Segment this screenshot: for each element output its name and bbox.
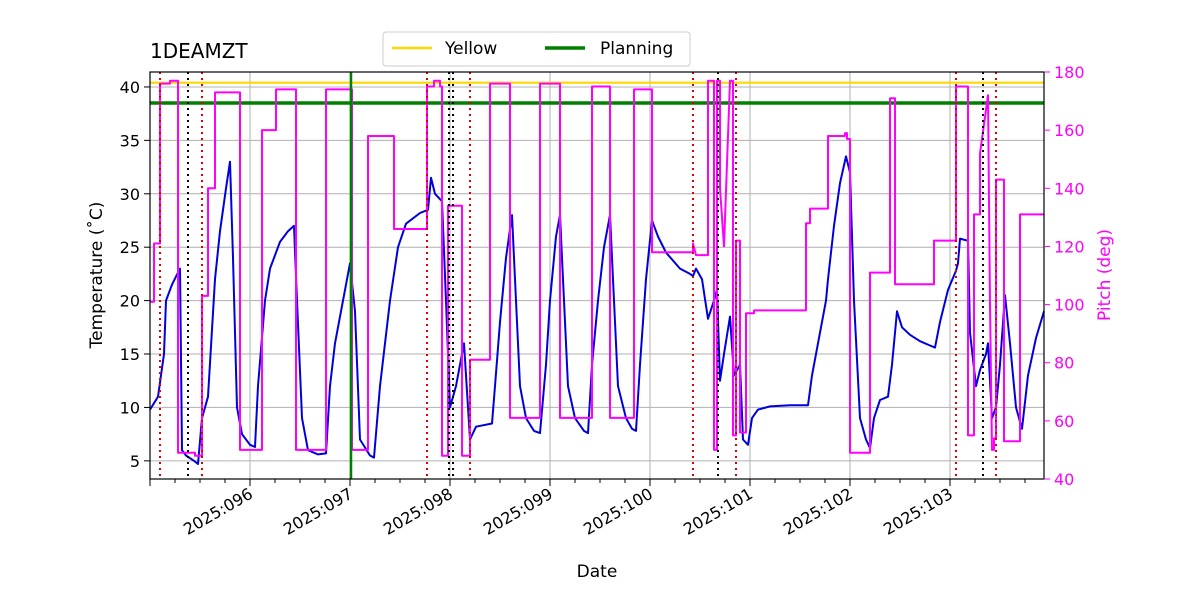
y-axis-title: Temperature (˚C): [86, 202, 107, 350]
y-tick-label: 20: [120, 292, 140, 311]
y2-tick-label: 100: [1054, 296, 1085, 315]
y2-tick-label: 180: [1054, 63, 1085, 82]
y2-tick-label: 60: [1054, 412, 1074, 431]
series-line-temperature: [149, 155, 1045, 465]
series-group: [149, 79, 1045, 465]
x-axis-title: Date: [577, 562, 618, 582]
y-tick-label: 40: [120, 78, 140, 97]
y-axis-left: 5 10 15 20 25 30 35 40: [120, 78, 150, 471]
y-axis-right: 40 60 80 100 120 140 160 180: [1044, 63, 1085, 489]
plot-frame: [149, 71, 1045, 480]
y-tick-label: 30: [120, 185, 140, 204]
legend-box: [382, 31, 691, 67]
y2-tick-label: 40: [1054, 470, 1074, 489]
y2-tick-label: 120: [1054, 237, 1085, 256]
y-tick-label: 5: [130, 452, 140, 471]
y2-tick-label: 80: [1054, 354, 1074, 373]
chart-title: 1DEAMZT: [150, 39, 248, 63]
y2-tick-label: 160: [1054, 121, 1085, 140]
y-tick-label: 35: [120, 131, 140, 150]
y-tick-label: 15: [120, 345, 140, 364]
series-line-pitch: [150, 79, 1044, 457]
y-tick-label: 10: [120, 398, 140, 417]
legend: Yellow Planning: [382, 31, 691, 67]
legend-label-yellow: Yellow: [444, 39, 497, 59]
event-lines: [159, 72, 997, 479]
y-tick-label: 25: [120, 238, 140, 257]
y2-axis-title: Pitch (deg): [1095, 229, 1115, 321]
y2-tick-label: 140: [1054, 179, 1085, 198]
legend-label-planning: Planning: [600, 39, 673, 59]
